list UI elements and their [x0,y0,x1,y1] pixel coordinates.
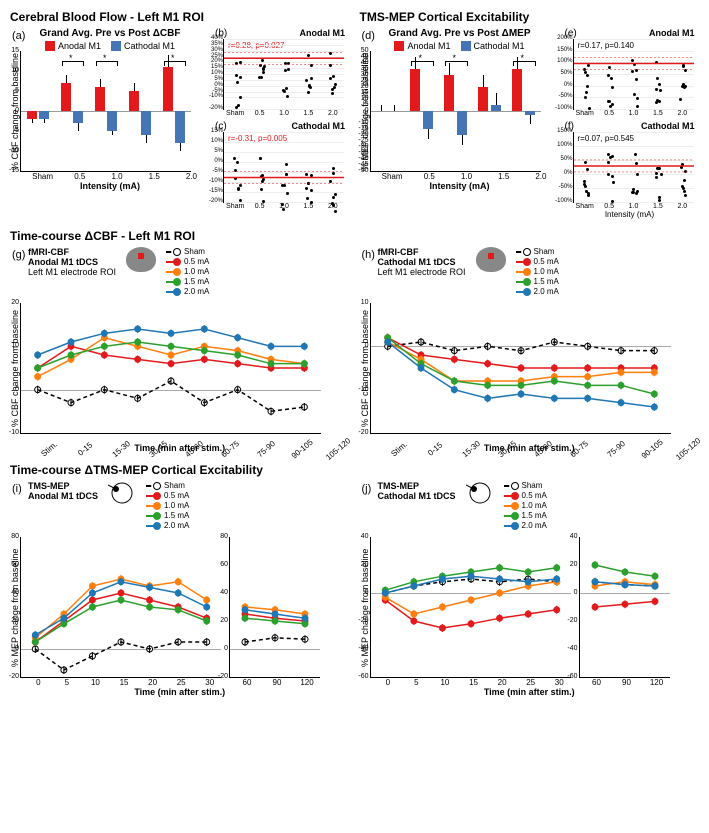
title-f: Cathodal M1 [641,121,695,132]
xticks-h: Stim.0-1515-3030-4545-6060-7575-9090-105… [374,434,700,443]
legend-d: Anodal M1 Cathodal M1 [360,41,560,51]
xlabel-a: Intensity (mA) [10,181,210,191]
legend-g: Sham0.5 mA1.0 mA1.5 mA2.0 mA [166,247,209,297]
label-a: (a) [12,30,25,42]
i-sub2: Anodal M1 tDCS [28,491,98,501]
legend-anodal-d-label: Anodal M1 [407,41,450,51]
label-j: (j) [362,483,372,495]
xticks-f: Sham0.51.01.52.0 [573,203,695,210]
xticks-d: Sham0.51.01.52.0 [374,172,560,181]
h-sub2: Cathodal M1 tDCS [378,257,466,267]
xticks-b: Sham0.51.01.52.0 [223,110,345,117]
ylabel-g: % CBF change from baseline [10,303,20,434]
title-b: Anodal M1 [299,28,345,39]
xticks-i-a: 051015202530 [24,678,224,687]
legend-a: Anodal M1 Cathodal M1 [10,41,210,51]
panel-c: (c) Cathodal M1 r=-0.31, p=0.005 -20%-15… [215,121,345,210]
ylabel-j: % MEP change from baseline [360,537,370,678]
brain-icon-h [476,247,506,272]
xticks-g: Stim.0-1515-3030-4545-6060-7575-9090-105… [24,434,350,443]
g-sub3: Left M1 electrode ROI [28,267,116,277]
label-i: (i) [12,483,22,495]
panel-a: (a) Grand Avg. Pre vs Post ΔCBF Anodal M… [10,28,210,210]
chart-a: -15-10-5051015*** [20,51,191,172]
chart-d: -50-45-40-35-30-25-20-15-10-505101520253… [370,51,541,172]
panel-j: (j) TMS-MEP Cathodal M1 tDCS Sham0.5 mA1… [360,481,700,697]
ylabel-i: % MEP change from baseline [10,537,20,678]
title-row3: Time-course ΔTMS-MEP Cortical Excitabili… [10,463,699,477]
panel-d: (d) Grand Avg. Pre vs Post ΔMEP Anodal M… [360,28,560,219]
xlabel-d: Intensity (mA) [360,181,560,191]
legend-anodal-label: Anodal M1 [58,41,101,51]
xlabel-f: Intensity (mA) [565,210,695,219]
chart-i-a: -20020406080 [20,537,221,678]
head-icon-i [108,481,136,531]
xlabel-j: Time (min after stim.) [360,687,700,697]
chart-e: r=0.17, p=0.140 -100%-50%0%50%100%150%20… [573,39,694,110]
label-d: (d) [362,30,375,42]
swatch-cathodal-d [461,41,471,51]
title-mep: TMS-MEP Cortical Excitability [360,10,700,24]
xticks-j-b: 6090120 [582,678,672,687]
brain-icon-g [126,247,156,272]
panel-h: (h) fMRI-CBF Cathodal M1 tDCS Left M1 el… [360,247,700,453]
i-sub1: TMS-MEP [28,481,98,491]
chart-f: r=0.07, p=0.545 -100%-50%0%50%100%150% [573,132,694,203]
swatch-anodal [45,41,55,51]
xticks-e: Sham0.51.01.52.0 [573,110,695,117]
swatch-cathodal [111,41,121,51]
legend-h: Sham0.5 mA1.0 mA1.5 mA2.0 mA [516,247,559,297]
panel-i: (i) TMS-MEP Anodal M1 tDCS Sham0.5 mA1.0… [10,481,350,697]
panel-f: (f) Cathodal M1 r=0.07, p=0.545 -100%-50… [565,121,695,219]
legend-cathodal-d-label: Cathodal M1 [474,41,525,51]
chart-c: r=-0.31, p=0.005 -20%-15%-10%-5%0%5%10%1… [223,132,344,203]
label-g: (g) [12,249,25,261]
xlabel-i: Time (min after stim.) [10,687,350,697]
xticks-a: Sham0.51.01.52.0 [24,172,210,181]
subtitle-d: Grand Avg. Pre vs Post ΔMEP [360,28,560,39]
chart-h: -20-10010 [370,303,671,434]
chart-b: r=0.28, p=0.027 -20%-10%-5%0%5%10%15%20%… [223,39,344,110]
title-cbf: Cerebral Blood Flow - Left M1 ROI [10,10,350,24]
legend-j: Sham0.5 mA1.0 mA1.5 mA2.0 mA [504,481,547,531]
chart-i-b: -20020406080 [229,537,320,678]
j-sub2: Cathodal M1 tDCS [378,491,456,501]
chart-j-a: -60-40-2002040 [370,537,571,678]
ylabel-h: % CBF change from baseline [360,303,370,434]
chart-g: -1001020 [20,303,321,434]
legend-cathodal-label: Cathodal M1 [124,41,175,51]
h-sub3: Left M1 electrode ROI [378,267,466,277]
label-h: (h) [362,249,375,261]
xticks-j-a: 051015202530 [374,678,574,687]
g-sub1: fMRI-CBF [28,247,116,257]
swatch-anodal-d [394,41,404,51]
panel-g: (g) fMRI-CBF Anodal M1 tDCS Left M1 elec… [10,247,350,453]
title-e: Anodal M1 [649,28,695,39]
title-row2: Time-course ΔCBF - Left M1 ROI [10,229,699,243]
legend-i: Sham0.5 mA1.0 mA1.5 mA2.0 mA [146,481,189,531]
j-sub1: TMS-MEP [378,481,456,491]
xticks-i-b: 6090120 [232,678,322,687]
h-sub1: fMRI-CBF [378,247,466,257]
title-c: Cathodal M1 [291,121,345,132]
panel-e: (e) Anodal M1 r=0.17, p=0.140 -100%-50%0… [565,28,695,117]
head-icon-j [466,481,494,531]
chart-j-b: -60-40-2002040 [579,537,670,678]
g-sub2: Anodal M1 tDCS [28,257,116,267]
subtitle-a: Grand Avg. Pre vs Post ΔCBF [10,28,210,39]
panel-b: (b) Anodal M1 r=0.28, p=0.027 -20%-10%-5… [215,28,345,117]
